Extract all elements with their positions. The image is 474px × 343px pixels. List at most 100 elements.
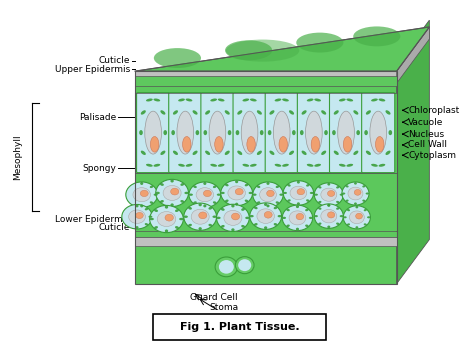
Ellipse shape (276, 201, 279, 204)
Ellipse shape (346, 185, 348, 188)
Ellipse shape (379, 164, 385, 167)
Ellipse shape (141, 151, 146, 155)
Ellipse shape (203, 190, 211, 197)
Ellipse shape (188, 207, 192, 210)
Ellipse shape (205, 151, 210, 155)
Ellipse shape (339, 164, 346, 167)
FancyBboxPatch shape (265, 93, 298, 173)
Ellipse shape (237, 151, 242, 155)
Ellipse shape (314, 204, 343, 228)
Ellipse shape (336, 223, 339, 225)
Text: Vacuole: Vacuole (408, 118, 444, 127)
Ellipse shape (140, 190, 148, 197)
FancyBboxPatch shape (201, 93, 234, 173)
Ellipse shape (171, 203, 174, 206)
Ellipse shape (219, 260, 234, 274)
Ellipse shape (318, 223, 321, 225)
Ellipse shape (182, 137, 191, 152)
Ellipse shape (289, 211, 306, 225)
Ellipse shape (183, 215, 188, 218)
Ellipse shape (253, 182, 283, 208)
Polygon shape (397, 27, 429, 83)
Ellipse shape (336, 207, 339, 210)
Ellipse shape (274, 164, 282, 167)
Ellipse shape (160, 110, 165, 115)
Ellipse shape (245, 200, 248, 202)
Ellipse shape (340, 215, 344, 217)
Ellipse shape (140, 182, 143, 185)
Ellipse shape (196, 188, 214, 202)
Ellipse shape (334, 110, 339, 115)
Ellipse shape (192, 151, 198, 155)
Ellipse shape (336, 201, 339, 203)
Ellipse shape (235, 180, 238, 183)
Ellipse shape (327, 226, 330, 228)
Ellipse shape (136, 212, 143, 218)
Text: Cuticle: Cuticle (99, 57, 130, 66)
Ellipse shape (337, 111, 355, 154)
Ellipse shape (128, 210, 146, 223)
Ellipse shape (365, 192, 369, 194)
Ellipse shape (257, 201, 260, 204)
Ellipse shape (340, 193, 344, 196)
Ellipse shape (231, 204, 235, 208)
Ellipse shape (235, 203, 238, 206)
Ellipse shape (356, 226, 358, 229)
Ellipse shape (257, 186, 260, 188)
FancyBboxPatch shape (137, 93, 170, 173)
Ellipse shape (375, 137, 384, 152)
Text: Guard Cell: Guard Cell (191, 293, 238, 302)
Ellipse shape (250, 98, 257, 102)
Ellipse shape (264, 212, 272, 218)
Ellipse shape (164, 130, 167, 135)
Ellipse shape (289, 151, 294, 155)
Ellipse shape (282, 164, 289, 167)
Ellipse shape (354, 202, 357, 205)
Ellipse shape (343, 216, 346, 218)
Ellipse shape (274, 98, 282, 102)
Ellipse shape (389, 130, 392, 135)
Ellipse shape (260, 130, 264, 135)
Ellipse shape (307, 164, 313, 167)
Ellipse shape (146, 98, 153, 102)
Ellipse shape (181, 183, 184, 186)
Ellipse shape (199, 212, 207, 219)
Ellipse shape (371, 164, 378, 167)
Ellipse shape (353, 151, 358, 155)
Ellipse shape (379, 98, 385, 102)
Ellipse shape (217, 204, 249, 232)
Ellipse shape (367, 216, 371, 218)
Ellipse shape (385, 151, 391, 155)
Ellipse shape (150, 186, 154, 188)
Ellipse shape (218, 164, 225, 167)
Ellipse shape (248, 192, 253, 194)
Ellipse shape (301, 151, 307, 155)
Ellipse shape (321, 209, 337, 223)
Ellipse shape (163, 186, 181, 200)
Ellipse shape (160, 151, 165, 155)
Ellipse shape (186, 98, 192, 102)
Ellipse shape (366, 151, 371, 155)
Ellipse shape (160, 200, 164, 203)
Ellipse shape (342, 182, 369, 205)
Ellipse shape (287, 199, 291, 202)
Ellipse shape (347, 223, 350, 226)
Ellipse shape (250, 164, 257, 167)
Ellipse shape (209, 111, 226, 154)
Ellipse shape (156, 179, 189, 206)
Bar (135, 237, 397, 246)
Ellipse shape (250, 215, 254, 217)
Ellipse shape (328, 212, 335, 218)
Ellipse shape (188, 224, 192, 227)
Ellipse shape (213, 186, 217, 188)
Polygon shape (135, 27, 429, 71)
Ellipse shape (236, 130, 239, 135)
Ellipse shape (305, 225, 309, 227)
Ellipse shape (225, 200, 228, 202)
Ellipse shape (171, 179, 174, 182)
Ellipse shape (191, 209, 209, 224)
Ellipse shape (318, 201, 321, 203)
FancyBboxPatch shape (362, 93, 395, 173)
Ellipse shape (348, 187, 363, 200)
Ellipse shape (318, 207, 321, 210)
